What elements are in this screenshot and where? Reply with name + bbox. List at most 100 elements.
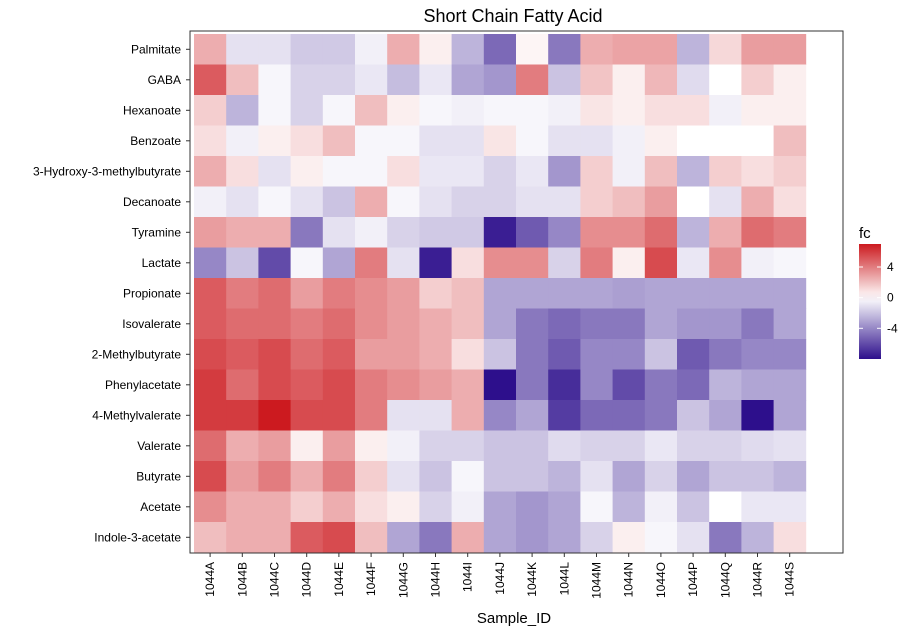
heatmap-cell bbox=[644, 186, 678, 218]
heatmap-cell bbox=[741, 461, 774, 492]
heatmap-cell bbox=[483, 217, 517, 248]
heatmap-cell bbox=[773, 125, 807, 157]
heatmap-cell bbox=[355, 64, 388, 96]
heatmap-cell bbox=[773, 461, 807, 492]
heatmap-cell bbox=[677, 156, 710, 187]
heatmap-cell bbox=[419, 125, 452, 157]
legend: fc 4 0 -4 bbox=[859, 225, 898, 359]
heatmap-cell bbox=[322, 369, 356, 401]
y-tick-label: Isovalerate bbox=[122, 317, 181, 331]
heatmap-cell bbox=[741, 278, 774, 309]
heatmap-cell bbox=[548, 95, 581, 126]
heatmap-cell bbox=[773, 217, 807, 248]
heatmap-cell bbox=[322, 430, 356, 462]
heatmap-cell bbox=[194, 186, 227, 218]
y-tick-label: Phenylacetate bbox=[105, 378, 181, 392]
x-tick-label: 1044E bbox=[332, 562, 346, 597]
heatmap-cell bbox=[355, 186, 388, 218]
heatmap-cell bbox=[451, 186, 485, 218]
heatmap-cell bbox=[709, 430, 742, 462]
heatmap-cell bbox=[387, 369, 420, 401]
heatmap-cell bbox=[612, 491, 646, 523]
heatmap-cell bbox=[612, 522, 646, 553]
heatmap-cell bbox=[355, 461, 388, 492]
heatmap-cell bbox=[612, 308, 646, 340]
heatmap-cell bbox=[483, 430, 517, 462]
heatmap-cell bbox=[773, 522, 807, 553]
y-tick-label: Butyrate bbox=[136, 469, 181, 483]
heatmap-cell bbox=[677, 461, 710, 492]
heatmap-cell bbox=[773, 34, 807, 65]
heatmap-cell bbox=[483, 95, 517, 126]
heatmap-cell bbox=[258, 400, 291, 431]
heatmap-cell bbox=[612, 125, 646, 157]
heatmap-cell bbox=[226, 308, 259, 340]
heatmap-cell bbox=[290, 369, 324, 401]
heatmap-cell bbox=[355, 308, 388, 340]
heatmap-cell bbox=[194, 95, 227, 126]
heatmap-cell bbox=[483, 461, 517, 492]
y-tick-label: 4-Methylvalerate bbox=[92, 408, 181, 422]
heatmap-cell bbox=[677, 34, 710, 65]
heatmap-cell bbox=[516, 125, 549, 157]
heatmap-cell bbox=[677, 308, 710, 340]
heatmap-cell bbox=[387, 156, 420, 187]
legend-ticks: 4 0 -4 bbox=[859, 260, 898, 335]
heatmap-cell bbox=[387, 308, 420, 340]
x-tick-label: 1044F bbox=[364, 562, 378, 596]
heatmap-cell bbox=[355, 400, 388, 431]
heatmap-cell bbox=[290, 125, 324, 157]
heatmap-cell bbox=[644, 308, 678, 340]
heatmap-cell bbox=[773, 430, 807, 462]
heatmap-cell bbox=[644, 125, 678, 157]
heatmap-cell bbox=[709, 308, 742, 340]
heatmap-cell bbox=[226, 217, 259, 248]
x-tick-label: 1044H bbox=[429, 562, 443, 597]
x-tick-label: 1044O bbox=[654, 562, 668, 598]
heatmap-cell bbox=[355, 369, 388, 401]
heatmap-cell bbox=[290, 156, 324, 187]
heatmap-cell bbox=[483, 125, 517, 157]
heatmap-cell bbox=[612, 339, 646, 370]
heatmap-cell bbox=[612, 156, 646, 187]
heatmap-cell bbox=[516, 491, 549, 523]
y-tick-label: 3-Hydroxy-3-methylbutyrate bbox=[33, 164, 181, 178]
heatmap-cell bbox=[483, 400, 517, 431]
heatmap-cell bbox=[773, 491, 807, 523]
heatmap-cell bbox=[580, 430, 613, 462]
heatmap-cell bbox=[516, 400, 549, 431]
heatmap-cell bbox=[773, 64, 807, 96]
heatmap-cell bbox=[194, 369, 227, 401]
heatmap-cell bbox=[612, 430, 646, 462]
heatmap-cell bbox=[709, 369, 742, 401]
heatmap-cell bbox=[226, 400, 259, 431]
heatmap-cell bbox=[483, 247, 517, 279]
heatmap-cell bbox=[355, 156, 388, 187]
heatmap-cell bbox=[548, 491, 581, 523]
heatmap-cell bbox=[194, 400, 227, 431]
heatmap-cell bbox=[483, 339, 517, 370]
heatmap-cell bbox=[644, 339, 678, 370]
heatmap-cell bbox=[355, 430, 388, 462]
heatmap-cell bbox=[451, 522, 485, 553]
heatmap-cell bbox=[258, 369, 291, 401]
heatmap-cell bbox=[644, 64, 678, 96]
heatmap-cell bbox=[451, 430, 485, 462]
heatmap-cell bbox=[677, 522, 710, 553]
heatmap-cell bbox=[258, 278, 291, 309]
heatmap-cell bbox=[322, 125, 356, 157]
heatmap-cell bbox=[516, 430, 549, 462]
heatmap-cell bbox=[677, 491, 710, 523]
heatmap-cell bbox=[226, 247, 259, 279]
heatmap-cell bbox=[290, 95, 324, 126]
y-tick-label: Valerate bbox=[137, 439, 181, 453]
x-tick-label: 1044Q bbox=[718, 562, 732, 598]
heatmap-cell bbox=[451, 369, 485, 401]
heatmap-cell bbox=[387, 491, 420, 523]
heatmap-cell bbox=[516, 247, 549, 279]
heatmap-cell bbox=[419, 430, 452, 462]
heatmap-cell bbox=[226, 156, 259, 187]
heatmap-cell bbox=[644, 34, 678, 65]
heatmap-cell bbox=[419, 369, 452, 401]
